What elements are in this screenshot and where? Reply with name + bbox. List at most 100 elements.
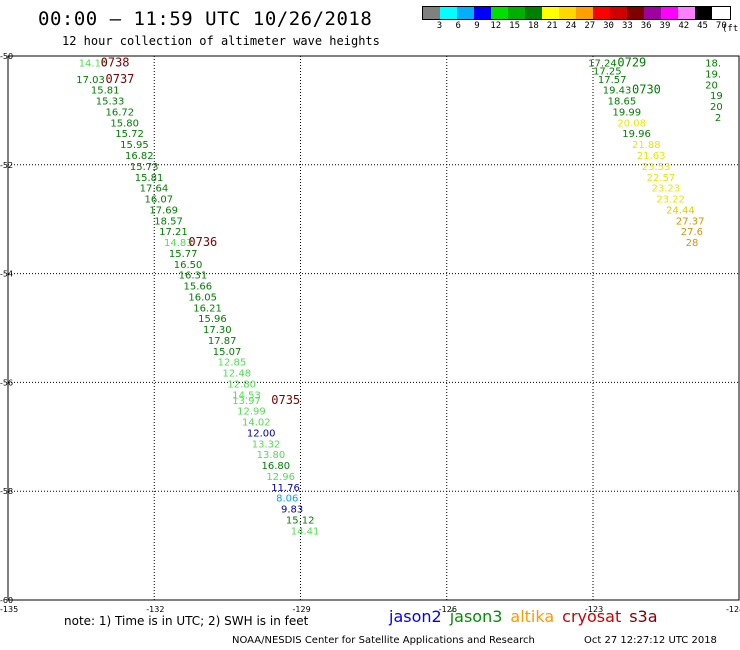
- legend-swatches: [422, 6, 731, 20]
- legend-swatch: [457, 7, 474, 19]
- legend-tick-label: 24: [565, 21, 577, 31]
- legend-tick-label: 33: [621, 21, 633, 31]
- data-point-label: 8.06: [276, 494, 298, 505]
- legend-swatch: [423, 7, 440, 19]
- data-point-label: 14.02: [242, 418, 271, 429]
- time-annotation: 0737: [106, 72, 135, 86]
- data-point-label: 17.57: [598, 75, 627, 86]
- legend-swatch: [695, 7, 712, 19]
- legend-swatch: [593, 7, 610, 19]
- data-point-label: 17.25: [593, 67, 622, 78]
- x-tick-label: -129: [293, 605, 311, 614]
- data-point-label: 28: [686, 238, 699, 249]
- x-tick-label: -123: [585, 605, 603, 614]
- data-point-label: 16.82: [125, 151, 154, 162]
- data-point-label: 12.80: [227, 379, 256, 390]
- data-point-label: 16.50: [174, 260, 203, 271]
- data-point-label: 12.00: [247, 428, 276, 439]
- legend-swatch: [542, 7, 559, 19]
- time-annotation: 0736: [188, 235, 217, 249]
- data-point-label: 14.41: [291, 526, 320, 537]
- data-point-label: 12.48: [223, 369, 252, 380]
- legend-tick-label: 45: [697, 21, 708, 31]
- legend-tick-label: 3: [436, 21, 443, 31]
- data-point-label: 16.21: [193, 303, 222, 314]
- data-point-label: 21.63: [637, 151, 666, 162]
- data-point-label: 19.96: [622, 129, 651, 140]
- data-point-label: 18.65: [608, 97, 637, 108]
- data-point-label: 21.88: [632, 140, 661, 151]
- satellite-label-altika: altika: [510, 607, 555, 626]
- chart-title: 00:00 – 11:59 UTC 10/26/2018: [38, 8, 373, 30]
- legend-tick-label: 21: [546, 21, 558, 31]
- data-point-label: 17.87: [208, 336, 237, 347]
- data-point-label: 19.: [705, 69, 721, 80]
- data-point-label: 18.: [705, 59, 721, 70]
- data-point-label: 15.81: [91, 86, 120, 97]
- data-point-label: 20.08: [617, 118, 646, 129]
- data-point-label: 15.12: [286, 515, 315, 526]
- data-point-label: 12.85: [218, 358, 247, 369]
- data-point-label: 27.6: [681, 227, 703, 238]
- legend-unit: (ft): [722, 24, 740, 34]
- data-point-label: 17.03: [76, 75, 105, 86]
- y-tick-label: -56: [0, 378, 13, 387]
- legend-swatch: [474, 7, 491, 19]
- x-tick-label: -126: [439, 605, 457, 614]
- footer-note: note: 1) Time is in UTC; 2) SWH is in fe…: [64, 614, 309, 628]
- y-tick-label: -54: [0, 270, 13, 279]
- x-tick-label: -132: [146, 605, 164, 614]
- data-point-label: 15.07: [213, 347, 242, 358]
- data-point-label: 2: [715, 113, 721, 124]
- data-point-label: 16.31: [179, 271, 208, 282]
- data-point-label: 19: [710, 91, 723, 102]
- satellite-label-s3a: s3a: [629, 607, 658, 626]
- legend-swatch: [627, 7, 644, 19]
- legend-swatch: [491, 7, 508, 19]
- data-point-label: 18.57: [154, 216, 183, 227]
- legend-tick-label: 36: [640, 21, 652, 31]
- data-point-label: 23.53: [642, 162, 671, 173]
- legend-swatch: [644, 7, 661, 19]
- legend-tick-label: 42: [678, 21, 690, 31]
- legend-tick-label: 39: [659, 21, 671, 31]
- data-point-label: 23.22: [656, 195, 685, 206]
- footer-date: Oct 27 12:27:12 UTC 2018: [584, 635, 717, 646]
- legend-swatch: [559, 7, 576, 19]
- data-point-label: 19.99: [613, 107, 642, 118]
- data-point-label: 20: [710, 102, 723, 113]
- legend-swatch: [576, 7, 593, 19]
- data-point-label: 14.53: [232, 390, 261, 401]
- data-point-label: 15.81: [135, 173, 164, 184]
- data-point-label: 15.73: [130, 162, 159, 173]
- data-point-label: 15.33: [96, 97, 125, 108]
- data-point-label: 16.72: [106, 107, 135, 118]
- legend-swatch: [661, 7, 678, 19]
- legend-swatch: [610, 7, 627, 19]
- data-point-label: 20: [705, 80, 718, 91]
- time-annotation: 0730: [632, 83, 661, 97]
- x-tick-label: -135: [0, 605, 18, 614]
- legend-tick-label: 6: [455, 21, 461, 31]
- data-point-label: 16.05: [188, 292, 217, 303]
- legend-swatch: [525, 7, 542, 19]
- data-point-label: 17.64: [140, 184, 169, 195]
- data-point-label: 11.76: [271, 483, 300, 494]
- data-point-label: 23.23: [652, 184, 681, 195]
- legend-tick-label: 70: [715, 21, 727, 31]
- legend-tick-label: 12: [490, 21, 502, 31]
- time-annotation: 0729: [617, 56, 646, 70]
- y-tick-label: -52: [0, 161, 13, 170]
- footer-credit: NOAA/NESDIS Center for Satellite Applica…: [232, 635, 535, 646]
- data-point-label: 22.57: [647, 173, 676, 184]
- data-point-label: 13.80: [257, 450, 286, 461]
- data-point-label: 15.80: [110, 118, 139, 129]
- data-point-label: 13.32: [252, 439, 281, 450]
- satellite-label-jason3: jason3: [449, 607, 503, 626]
- satellite-label-cryosat: cryosat: [562, 607, 622, 626]
- data-point-label: 14.16: [79, 59, 108, 70]
- data-point-label: 12.96: [266, 472, 295, 483]
